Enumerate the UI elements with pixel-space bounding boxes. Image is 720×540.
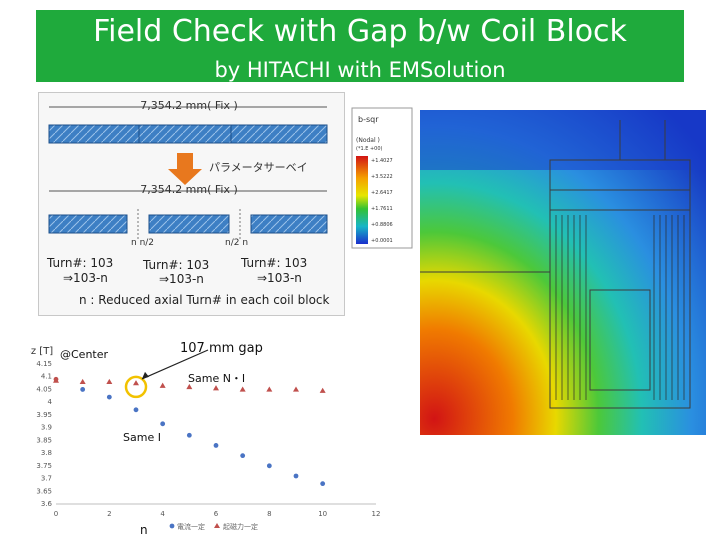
data-point-circle — [186, 432, 192, 438]
colorbar-tick-label: +1.4027 — [371, 158, 393, 164]
colorbar-subtitle: (Nodal ) — [356, 137, 380, 144]
legend-label-series-1: 電流一定 — [177, 522, 205, 531]
gap-label-right: n/2 n — [225, 238, 248, 248]
turn-change-3: ⇒103-n — [257, 271, 302, 285]
data-point-triangle — [79, 378, 86, 385]
y-tick-label: 3.85 — [36, 436, 52, 444]
y-tick-label: 3.7 — [41, 475, 52, 483]
y-tick-label: 3.6 — [41, 500, 53, 508]
y-tick-label: 3.95 — [36, 411, 52, 419]
bottom-coil-block-1 — [48, 214, 128, 234]
data-point-triangle — [159, 382, 166, 388]
coil-structure-outline — [420, 120, 691, 409]
data-point-triangle — [266, 386, 273, 392]
title-banner: Field Check with Gap b/w Coil Block by H… — [36, 10, 684, 82]
colorbar — [356, 156, 368, 244]
data-point-circle — [80, 387, 86, 392]
annotation-arrow — [141, 349, 209, 380]
same-ni-label: Same N・I — [188, 372, 245, 385]
bz-chart: 4.15 4.1 4.05 4 3.95 3.9 3.85 3.8 3.75 3.7 3.65 3.6… — [24, 330, 380, 537]
colorbar-scale: (*1.E +00) — [356, 146, 383, 152]
y-tick-label: 4 — [48, 398, 53, 406]
data-point-circle — [320, 481, 326, 487]
data-point-circle — [106, 394, 112, 400]
bottom-coil-block-3 — [250, 214, 328, 234]
same-i-label: Same I — [123, 431, 161, 444]
diagram-note: n : Reduced axial Turn# in each coil blo… — [79, 293, 330, 307]
turn-change-2: ⇒103-n — [159, 272, 204, 286]
y-tick-label: 3.65 — [36, 487, 52, 495]
gap-label-left: n n/2 — [131, 238, 154, 248]
legend-marker-circle — [169, 523, 175, 529]
y-tick-label: 3.9 — [41, 424, 52, 432]
slide-subtitle: by HITACHI with EMSolution — [214, 58, 506, 82]
top-coil-block-3 — [230, 124, 328, 144]
x-tick-label: 4 — [160, 510, 165, 518]
data-point-circle — [53, 376, 59, 382]
data-point-triangle — [239, 386, 246, 392]
y-tick-label: 4.15 — [36, 360, 52, 368]
data-point-circle — [293, 473, 299, 479]
bottom-coil-block-2 — [148, 214, 230, 234]
field-contour-svg: b-sqr (Nodal ) (*1.E +00) +1.4027 +3.522… — [351, 107, 706, 435]
colorbar-tick-label: +0.0001 — [371, 238, 393, 244]
slide-title: Field Check with Gap b/w Coil Block — [93, 14, 627, 49]
annotation-arrowhead — [142, 371, 149, 379]
x-tick-label: 0 — [54, 510, 58, 518]
data-point-circle — [133, 407, 139, 413]
data-point-triangle — [106, 378, 113, 385]
center-label: @Center — [60, 348, 109, 361]
bz-chart-svg: 4.15 4.1 4.05 4 3.95 3.9 3.85 3.8 3.75 3.7 3.65 3.6… — [24, 341, 380, 537]
colorbar-title: b-sqr — [358, 115, 379, 124]
colorbar-tick-label: +2.6417 — [371, 190, 393, 196]
coil-diagram-svg: 7,354.2 mm( Fix ) パラメータサーベイ 7,354.2 mm( … — [46, 99, 330, 307]
data-point-triangle — [186, 383, 193, 390]
top-length-label: 7,354.2 mm( Fix ) — [140, 99, 238, 112]
top-coil-block-1 — [48, 124, 140, 144]
bottom-length-label: 7,354.2 mm( Fix ) — [140, 183, 238, 196]
x-tick-label: 10 — [318, 510, 327, 518]
field-map-top-shade — [420, 110, 706, 170]
down-arrow-icon — [168, 153, 202, 185]
turn-label-3: Turn#: 103 — [240, 256, 307, 270]
x-tick-label: 12 — [372, 510, 380, 518]
data-point-circle — [266, 463, 272, 469]
data-point-triangle — [293, 386, 299, 392]
data-point-circle — [213, 443, 219, 448]
x-axis-title: n — [140, 523, 148, 535]
legend-label-series-2: 起磁力一定 — [223, 522, 258, 531]
highlight-circle — [124, 375, 148, 399]
data-point-triangle — [213, 385, 219, 391]
colorbar-tick-label: +0.8806 — [371, 222, 393, 228]
field-contour-plot: b-sqr (Nodal ) (*1.E +00) +1.4027 +3.522… — [350, 100, 706, 435]
x-tick-label: 6 — [214, 510, 219, 518]
coil-windings — [555, 215, 685, 400]
data-point-circle — [160, 421, 166, 427]
y-tick-label: 4.05 — [36, 385, 52, 393]
top-coil-block-2 — [138, 124, 232, 144]
parameter-survey-label: パラメータサーベイ — [209, 161, 308, 174]
turn-label-2: Turn#: 103 — [142, 258, 209, 272]
y-tick-label: 3.75 — [36, 462, 52, 470]
y-axis-title: Bz [T] — [30, 346, 53, 357]
data-point-circle — [240, 453, 246, 459]
turn-label-1: Turn#: 103 — [46, 256, 113, 270]
colorbar-tick-label: +1.7611 — [371, 206, 393, 212]
y-tick-label: 3.8 — [41, 449, 52, 457]
data-point-triangle — [133, 380, 139, 386]
x-tick-label: 8 — [267, 510, 271, 518]
y-tick-label: 4.1 — [41, 373, 52, 381]
gap-annotation: 107 mm gap — [180, 341, 263, 356]
x-tick-label: 2 — [107, 510, 111, 518]
legend-marker-triangle — [214, 523, 220, 528]
coil-block-diagram: 7,354.2 mm( Fix ) パラメータサーベイ 7,354.2 mm( … — [38, 92, 345, 316]
colorbar-tick-label: +3.5222 — [371, 174, 393, 180]
data-point-triangle — [319, 387, 326, 393]
turn-change-1: ⇒103-n — [63, 271, 108, 285]
